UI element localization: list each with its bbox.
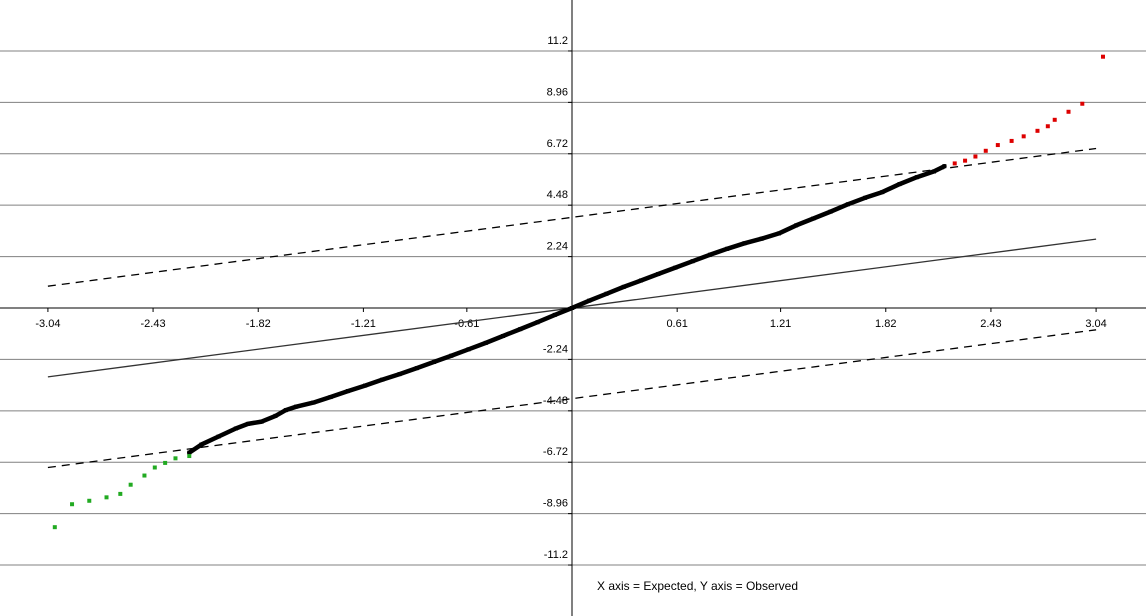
data-point (621, 284, 626, 289)
data-point (70, 502, 75, 507)
data-point (707, 252, 712, 257)
y-tick-label: 8.96 (547, 86, 568, 98)
data-point (311, 400, 316, 405)
data-point (52, 525, 57, 530)
x-tick-label: 2.43 (980, 318, 1001, 330)
x-tick-label: -1.82 (246, 318, 271, 330)
data-point (233, 426, 238, 431)
data-point (942, 164, 947, 169)
data-point (995, 143, 1000, 148)
y-tick-label: -8.96 (543, 498, 568, 510)
data-point (1045, 124, 1050, 129)
axis-annotation: X axis = Expected, Y axis = Observed (597, 579, 798, 593)
data-point (673, 265, 678, 270)
data-point (759, 236, 764, 241)
data-point (880, 190, 885, 195)
data-point (345, 389, 350, 394)
y-tick-label: 11.2 (547, 35, 568, 47)
y-tick-label: 4.48 (547, 189, 568, 201)
x-tick-label: -2.43 (141, 318, 166, 330)
x-tick-label: 1.82 (875, 318, 896, 330)
data-point (897, 182, 902, 187)
data-point (1021, 134, 1026, 139)
data-point (742, 241, 747, 246)
data-point (794, 223, 799, 228)
data-point (776, 231, 781, 236)
data-point (570, 306, 574, 310)
data-point (1009, 138, 1014, 143)
data-point (87, 498, 92, 503)
data-point (259, 419, 264, 424)
data-point (863, 195, 868, 200)
y-tick-label: -2.24 (543, 343, 568, 355)
data-point (690, 259, 695, 264)
series (52, 454, 192, 530)
data-point (535, 320, 540, 325)
data-point (449, 353, 454, 358)
data-point (501, 333, 506, 338)
data-point (725, 246, 730, 251)
x-tick-label: -1.21 (351, 318, 376, 330)
data-point (283, 408, 288, 413)
y-tick-label: 6.72 (547, 138, 568, 150)
data-point (216, 434, 221, 439)
data-point (932, 169, 937, 174)
data-point (380, 377, 385, 382)
data-point (163, 460, 168, 465)
x-tick-label: -0.61 (454, 318, 479, 330)
data-point (963, 158, 968, 163)
data-point (363, 383, 368, 388)
data-point (118, 491, 123, 496)
data-points (52, 54, 1105, 530)
data-point (828, 209, 833, 214)
data-point (142, 473, 147, 478)
data-point (187, 454, 192, 459)
data-point (1100, 54, 1105, 59)
series (187, 163, 947, 455)
y-tick-label: -6.72 (543, 446, 568, 458)
data-point (656, 272, 661, 277)
data-point (587, 298, 592, 303)
data-point (1066, 109, 1071, 114)
data-point (811, 216, 816, 221)
data-point (104, 495, 109, 500)
data-point (1035, 128, 1040, 133)
data-point (432, 359, 437, 364)
series (952, 54, 1105, 166)
data-point (483, 340, 488, 345)
data-point (973, 154, 978, 159)
y-tick-label: -11.2 (544, 549, 568, 561)
data-point (294, 404, 299, 409)
x-tick-label: 0.61 (666, 318, 687, 330)
data-point (173, 456, 178, 461)
data-point (273, 413, 278, 418)
data-point (638, 278, 643, 283)
data-point (983, 148, 988, 153)
data-point (1052, 117, 1057, 122)
data-point (518, 327, 523, 332)
y-tick-label: 2.24 (547, 241, 568, 253)
x-tick-label: 1.21 (770, 318, 791, 330)
data-point (604, 291, 609, 296)
data-point (187, 450, 192, 455)
data-point (128, 482, 133, 487)
data-point (199, 442, 204, 447)
data-point (845, 202, 850, 207)
data-point (552, 312, 557, 317)
data-point (328, 395, 333, 400)
data-point (152, 465, 157, 470)
data-point (1080, 101, 1085, 106)
x-tick-label: -3.04 (35, 318, 60, 330)
axis-ticks: -3.04 -2.43 -1.82 -1.21 -0.61 0.61 1.21 1.82 2.4… (35, 35, 1107, 566)
data-point (245, 421, 250, 426)
x-tick-label: 3.04 (1085, 318, 1106, 330)
data-point (952, 161, 957, 166)
data-point (414, 366, 419, 371)
series-trace (187, 163, 947, 455)
grid-lines (0, 50, 1146, 566)
data-point (466, 347, 471, 352)
data-point (914, 175, 919, 180)
data-point (397, 372, 402, 377)
